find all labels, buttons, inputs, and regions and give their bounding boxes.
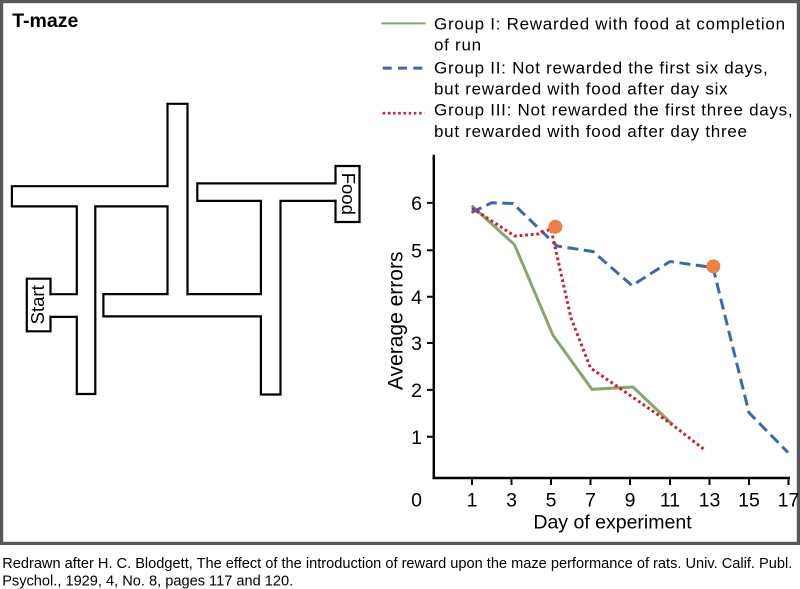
svg-text:Average errors: Average errors	[385, 252, 408, 391]
svg-text:1: 1	[467, 489, 478, 511]
svg-text:15: 15	[738, 489, 760, 511]
svg-text:3: 3	[506, 489, 517, 511]
svg-text:Psychol., 1929, 4, No. 8, page: Psychol., 1929, 4, No. 8, pages 117 and …	[2, 573, 293, 589]
svg-text:Day of experiment: Day of experiment	[533, 511, 692, 533]
svg-text:Start: Start	[27, 285, 48, 324]
svg-text:17: 17	[778, 489, 800, 511]
svg-text:T-maze: T-maze	[12, 10, 78, 32]
svg-text:but rewarded with food after d: but rewarded with food after day six	[434, 79, 728, 98]
svg-text:4: 4	[411, 287, 422, 309]
svg-text:Group III: Not rewarded the fi: Group III: Not rewarded the first three …	[434, 101, 793, 120]
svg-text:2: 2	[411, 380, 422, 402]
svg-text:Food: Food	[338, 173, 359, 215]
svg-text:but rewarded with food after d: but rewarded with food after day three	[434, 122, 748, 141]
svg-text:1: 1	[411, 427, 422, 449]
svg-text:13: 13	[699, 489, 721, 511]
svg-text:0: 0	[411, 489, 422, 511]
svg-text:7: 7	[585, 489, 596, 511]
svg-text:Group II: Not rewarded the fir: Group II: Not rewarded the first six day…	[434, 59, 768, 78]
svg-text:6: 6	[411, 193, 422, 215]
svg-text:9: 9	[625, 489, 636, 511]
svg-text:11: 11	[660, 489, 680, 511]
svg-text:5: 5	[411, 241, 422, 263]
svg-text:Group I: Rewarded with food at: Group I: Rewarded with food at completio…	[434, 14, 786, 33]
svg-text:Redrawn after H. C. Blodgett,: Redrawn after H. C. Blodgett, The effect…	[2, 556, 792, 572]
svg-text:5: 5	[546, 489, 557, 511]
svg-text:of run: of run	[434, 36, 482, 55]
svg-text:3: 3	[411, 333, 422, 355]
